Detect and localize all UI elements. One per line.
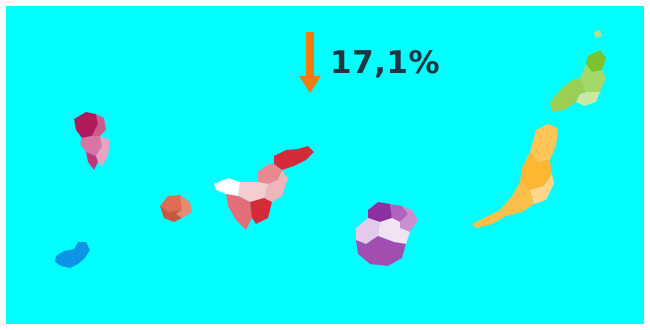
el-hierro-outline bbox=[55, 242, 90, 268]
gran-canaria-west bbox=[356, 218, 380, 244]
island-la-palma bbox=[74, 112, 110, 170]
lanzarote-north-east bbox=[580, 64, 606, 92]
island-tenerife bbox=[214, 146, 314, 230]
tenerife-east bbox=[264, 170, 288, 202]
lanzarote-south-east bbox=[576, 92, 600, 106]
fuerteventura-south bbox=[472, 182, 534, 228]
island-la-gomera bbox=[160, 195, 192, 222]
tenerife-teide bbox=[238, 182, 268, 202]
la-gomera-south bbox=[160, 206, 182, 222]
gran-canaria-north-east bbox=[400, 206, 418, 232]
la-gomera-east bbox=[176, 195, 192, 218]
la-palma-south bbox=[86, 152, 98, 170]
la-palma-center bbox=[80, 136, 102, 156]
gran-canaria-north-west bbox=[368, 202, 392, 222]
island-lanzarote bbox=[550, 30, 606, 112]
island-gran-canaria bbox=[356, 202, 418, 266]
canary-islands-map bbox=[6, 6, 644, 324]
trend-indicator: 17,1% bbox=[298, 32, 440, 94]
la-palma-east bbox=[92, 114, 106, 136]
island-el-hierro bbox=[55, 242, 90, 268]
la-palma-north bbox=[74, 112, 98, 138]
island-fuerteventura bbox=[472, 124, 558, 228]
la-palma-south-east bbox=[96, 136, 110, 166]
gran-canaria-north bbox=[390, 204, 408, 222]
tenerife-teno bbox=[214, 178, 240, 196]
fuerteventura-center bbox=[520, 152, 552, 190]
fuerteventura-east bbox=[530, 174, 554, 204]
gran-canaria-south bbox=[356, 236, 406, 266]
lanzarote-islet bbox=[594, 30, 602, 38]
trend-percentage: 17,1% bbox=[330, 44, 441, 81]
arrow-down-icon bbox=[299, 32, 321, 93]
tenerife-south bbox=[250, 198, 272, 224]
tenerife-north bbox=[258, 164, 282, 184]
tenerife-west bbox=[226, 194, 252, 230]
tenerife-anaga bbox=[274, 146, 314, 170]
fuerteventura-north bbox=[530, 124, 558, 162]
gran-canaria-center bbox=[378, 218, 410, 244]
lanzarote-west bbox=[550, 78, 586, 112]
lanzarote-north bbox=[586, 50, 606, 72]
